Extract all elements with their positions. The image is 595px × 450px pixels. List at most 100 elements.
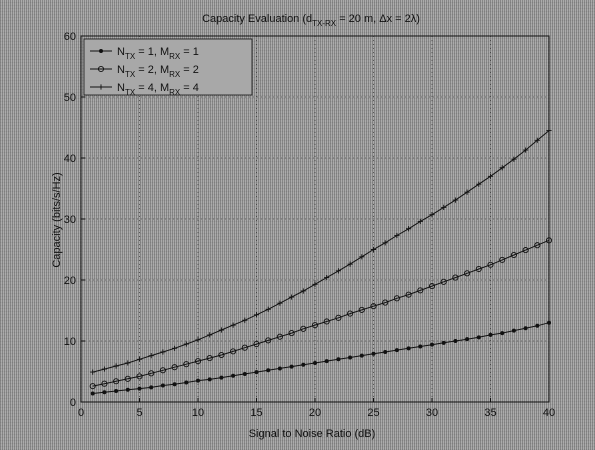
- data-point: [547, 320, 551, 325]
- data-point: [394, 232, 400, 239]
- data-point: [311, 322, 319, 329]
- data-point: [335, 268, 341, 274]
- legend-item: NTX = 4, MRX = 4: [90, 82, 199, 97]
- data-point: [464, 270, 471, 277]
- data-point: [440, 278, 447, 285]
- data-point: [430, 342, 434, 347]
- data-point: [499, 165, 505, 171]
- data-point: [511, 328, 516, 333]
- data-point: [545, 237, 553, 244]
- legend-marker: [98, 84, 104, 90]
- y-tick-label: 20: [64, 275, 76, 287]
- legend-item: NTX = 1, MRX = 1: [90, 46, 199, 61]
- data-point: [90, 391, 95, 396]
- data-point: [476, 181, 482, 187]
- data-point: [160, 383, 165, 388]
- data-point: [393, 295, 400, 302]
- data-point: [546, 127, 552, 134]
- data-point: [359, 254, 365, 260]
- data-point: [90, 369, 96, 375]
- y-tick-label: 10: [64, 336, 76, 348]
- data-point: [136, 373, 143, 380]
- data-point: [171, 364, 178, 371]
- data-point: [476, 335, 481, 340]
- data-point: [441, 204, 447, 211]
- data-point: [405, 291, 412, 298]
- data-point: [371, 351, 376, 356]
- data-point: [300, 288, 306, 294]
- data-point: [218, 351, 225, 359]
- series-line: [92, 130, 550, 373]
- legend-marker: [99, 49, 103, 53]
- legend-box: [83, 38, 253, 96]
- data-point: [136, 356, 143, 362]
- series-3: [90, 127, 552, 375]
- data-point: [464, 189, 470, 195]
- data-point: [312, 281, 318, 287]
- data-point: [453, 339, 458, 343]
- data-point: [323, 318, 330, 325]
- data-point: [523, 326, 528, 331]
- series-1: [90, 320, 551, 396]
- data-point: [406, 226, 412, 232]
- data-point: [336, 357, 341, 362]
- data-point: [125, 387, 130, 392]
- data-point: [137, 386, 142, 391]
- data-point: [324, 359, 329, 364]
- data-point: [370, 303, 377, 310]
- data-point: [265, 337, 272, 344]
- data-point: [230, 348, 237, 355]
- data-point: [241, 344, 248, 351]
- data-point: [523, 147, 529, 153]
- x-tick-label: 10: [192, 407, 204, 419]
- y-tick-label: 40: [64, 153, 76, 165]
- data-point: [301, 362, 306, 367]
- data-point: [113, 363, 119, 369]
- data-point: [499, 256, 506, 263]
- data-point: [289, 294, 295, 300]
- data-point: [417, 218, 423, 225]
- data-point: [534, 137, 540, 143]
- data-point: [359, 353, 364, 358]
- legend-label: NTX = 1, MRX = 1: [117, 46, 199, 61]
- data-point: [148, 370, 155, 377]
- data-point: [124, 375, 131, 382]
- data-point: [417, 287, 424, 294]
- series-line: [92, 322, 550, 394]
- data-point: [394, 348, 399, 353]
- data-point: [348, 355, 353, 360]
- x-axis-label: Signal to Noise Ratio (dB): [249, 428, 376, 440]
- data-point: [183, 341, 189, 347]
- data-point: [207, 332, 213, 338]
- data-point: [441, 340, 446, 345]
- data-point: [358, 306, 365, 313]
- data-point: [383, 349, 388, 354]
- axis-ticks: 0 5 10 15 20 25 30 35 40 0 10 20 30 40 50 60: [64, 31, 555, 419]
- data-point: [382, 240, 388, 246]
- legend-label: NTX = 4, MRX = 4: [117, 82, 199, 97]
- data-point: [465, 337, 470, 342]
- y-axis-label: Capacity (bits/s/Hz): [51, 172, 63, 267]
- x-tick-label: 5: [136, 407, 142, 419]
- data-point: [231, 373, 236, 378]
- x-tick-label: 25: [367, 407, 379, 419]
- data-point: [206, 355, 213, 362]
- data-point: [230, 322, 236, 328]
- data-point: [324, 274, 330, 281]
- data-point: [218, 327, 224, 333]
- data-point: [382, 299, 389, 306]
- data-point: [488, 332, 493, 337]
- data-point: [184, 380, 189, 385]
- data-point: [347, 261, 353, 267]
- y-tick-label: 60: [64, 31, 76, 43]
- data-point: [335, 314, 342, 321]
- data-point: [253, 340, 260, 348]
- data-point: [370, 246, 377, 253]
- data-point: [196, 378, 200, 383]
- legend-marker: [97, 65, 105, 73]
- data-point: [510, 251, 517, 259]
- data-point: [148, 353, 154, 359]
- data-point: [160, 349, 166, 355]
- data-point: [313, 360, 317, 365]
